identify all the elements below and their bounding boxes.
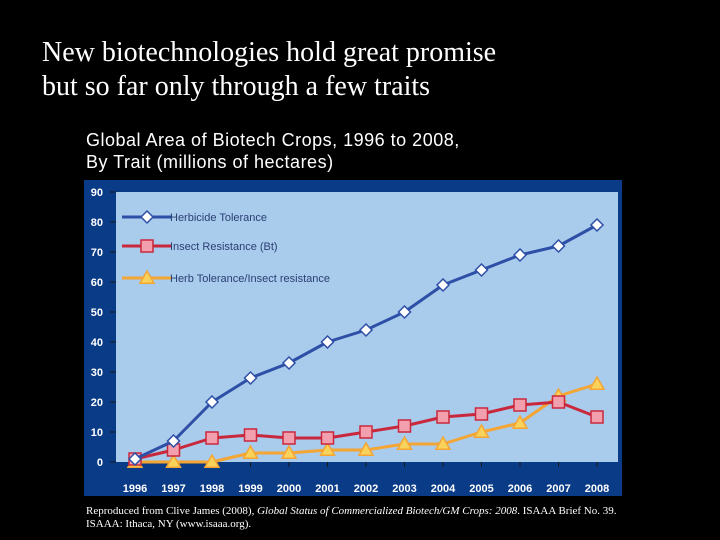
data-point: [513, 398, 527, 412]
data-point: [434, 435, 452, 450]
data-point: [281, 355, 297, 371]
data-point: [436, 410, 450, 424]
x-tick-label: 1998: [200, 483, 224, 495]
legend-item-insect-resistance-bt: Insect Resistance (Bt): [122, 239, 278, 253]
chart-legend: Herbicide Tolerance Insect Resistance (Bt…: [122, 209, 330, 285]
y-tick-label: 40: [91, 337, 103, 349]
x-tick-label: 2008: [585, 483, 609, 495]
data-point: [474, 407, 489, 421]
chart-caption-line-2: By Trait (millions of hectares): [86, 152, 334, 172]
data-point: [511, 414, 529, 429]
data-point: [397, 304, 412, 320]
source-prefix: Reproduced from Clive James (2008),: [86, 505, 258, 517]
data-point: [512, 247, 528, 263]
x-tick-label: 1999: [238, 483, 262, 495]
data-point: [357, 441, 375, 456]
source-note: Reproduced from Clive James (2008), Glob…: [86, 505, 626, 531]
x-tick-label: 1997: [161, 483, 185, 495]
slide-title-line-2: but so far only through a few traits: [42, 71, 431, 102]
data-point: [396, 435, 413, 450]
data-point: [166, 433, 181, 449]
data-point: [435, 277, 451, 293]
data-point: [165, 453, 182, 468]
source-title: Global Status of Commercialized Biotech/…: [257, 505, 518, 517]
y-tick-label: 90: [91, 187, 103, 199]
x-tick-label: 2005: [469, 483, 493, 495]
series-insect-resistance-bt: [128, 395, 604, 466]
x-tick-label: 2000: [277, 483, 301, 495]
x-axis: 1996 1997 1998 1999 2000 2001 2002 2003 2004 2005…: [123, 462, 609, 495]
data-point: [127, 451, 143, 467]
data-point: [358, 322, 374, 338]
data-point: [243, 428, 258, 442]
series-herbicide-tolerance: [127, 217, 605, 467]
y-tick-label: 0: [97, 457, 103, 469]
legend-item-herbicide-tolerance: Herbicide Tolerance: [122, 209, 267, 225]
data-point: [320, 334, 335, 350]
x-tick-label: 2006: [508, 483, 532, 495]
legend-swatch-marker: [138, 269, 156, 284]
data-point: [474, 262, 489, 278]
x-tick-label: 2001: [315, 483, 339, 495]
chart-caption-line-1: Global Area of Biotech Crops, 1996 to 20…: [86, 130, 460, 150]
data-point: [589, 217, 605, 233]
data-point: [320, 431, 335, 445]
y-axis: 0 10 20 30 40 50 60 70 80 90: [91, 187, 116, 469]
data-point: [319, 441, 336, 456]
data-point: [473, 423, 490, 438]
legend-label: Herbicide Tolerance: [170, 212, 267, 224]
y-tick-label: 20: [91, 397, 103, 409]
data-point: [204, 394, 220, 410]
data-point: [551, 395, 566, 409]
slide-title-line-1: New biotechnologies hold great promise: [42, 37, 497, 68]
chart-caption: Global Area of Biotech Crops, 1996 to 20…: [86, 129, 646, 173]
slide-title: New biotechnologies hold great promise b…: [42, 36, 702, 104]
data-point: [243, 370, 258, 386]
series-layer: [126, 217, 606, 468]
y-tick-label: 30: [91, 367, 103, 379]
source-suffix: . ISAAA Brief No. 39. ISAAA: Ithaca, NY …: [86, 505, 617, 530]
data-point: [205, 431, 219, 445]
y-tick-label: 80: [91, 217, 103, 229]
legend-item-herb-tolerance-insect-resistance: Herb Tolerance/Insect resistance: [122, 269, 330, 285]
x-tick-label: 2007: [546, 483, 570, 495]
x-tick-label: 2004: [431, 483, 456, 495]
data-point: [280, 444, 298, 459]
legend-label: Herb Tolerance/Insect resistance: [170, 273, 330, 285]
legend-swatch-marker: [140, 239, 154, 253]
data-point: [397, 419, 412, 433]
y-tick-label: 50: [91, 307, 103, 319]
x-tick-label: 2003: [392, 483, 416, 495]
data-point: [359, 425, 373, 439]
data-point: [588, 375, 606, 390]
data-point: [590, 410, 604, 424]
x-tick-label: 1996: [123, 483, 147, 495]
data-point: [203, 453, 221, 468]
y-tick-label: 70: [91, 247, 103, 259]
y-tick-label: 60: [91, 277, 103, 289]
x-tick-label: 2002: [354, 483, 378, 495]
legend-swatch-marker: [139, 209, 155, 225]
y-tick-label: 10: [91, 427, 103, 439]
legend-label: Insect Resistance (Bt): [170, 241, 278, 253]
data-point: [282, 431, 296, 445]
data-point: [551, 238, 566, 254]
data-point: [242, 444, 259, 459]
